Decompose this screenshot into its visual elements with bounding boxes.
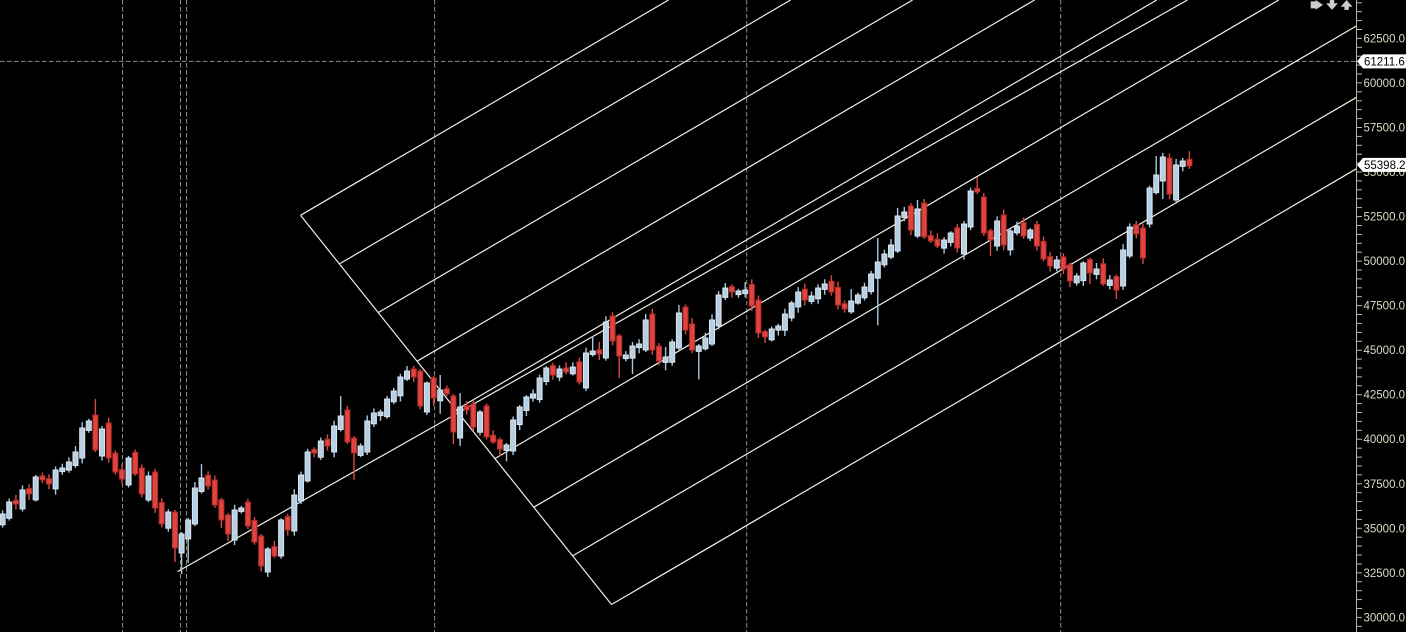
svg-text:55398.2: 55398.2 bbox=[1364, 160, 1406, 172]
svg-text:37500.0: 37500.0 bbox=[1364, 479, 1406, 491]
svg-text:57500.0: 57500.0 bbox=[1364, 123, 1406, 135]
svg-text:61211.6: 61211.6 bbox=[1364, 56, 1405, 68]
svg-text:32500.0: 32500.0 bbox=[1364, 568, 1406, 580]
svg-text:62500.0: 62500.0 bbox=[1364, 33, 1406, 45]
svg-text:35000.0: 35000.0 bbox=[1364, 523, 1406, 535]
svg-text:30000.0: 30000.0 bbox=[1364, 612, 1406, 624]
svg-text:50000.0: 50000.0 bbox=[1364, 256, 1406, 268]
svg-text:42500.0: 42500.0 bbox=[1364, 390, 1406, 402]
svg-text:47500.0: 47500.0 bbox=[1364, 301, 1406, 313]
svg-text:52500.0: 52500.0 bbox=[1364, 212, 1406, 224]
svg-text:40000.0: 40000.0 bbox=[1364, 434, 1406, 446]
svg-text:60000.0: 60000.0 bbox=[1364, 78, 1406, 90]
svg-text:45000.0: 45000.0 bbox=[1364, 345, 1406, 357]
